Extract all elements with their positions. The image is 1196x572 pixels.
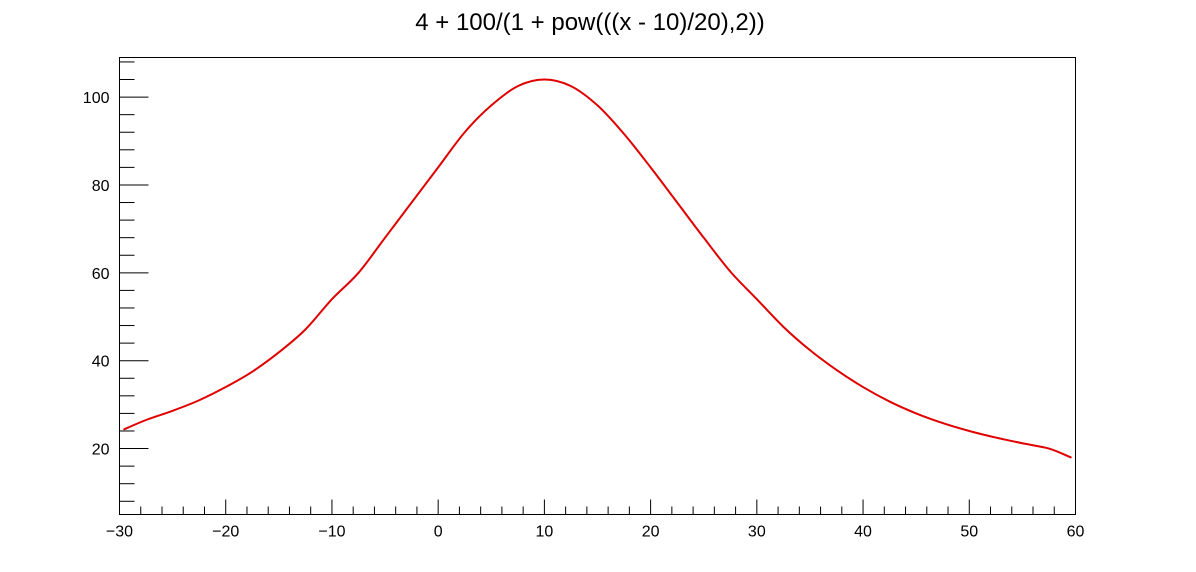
x-tick-label: 20: [642, 524, 660, 541]
x-tick-label: −30: [106, 524, 133, 541]
series-layer: [123, 78, 1072, 459]
x-axis: −30 −20 −10 0 10 20 30 40 50 60: [106, 499, 1085, 541]
y-tick-label: 20: [92, 442, 110, 459]
plot-frame: [119, 57, 1076, 515]
y-tick-label: 60: [92, 266, 110, 283]
x-tick-label: 50: [960, 524, 978, 541]
x-tick-label: 60: [1067, 524, 1085, 541]
x-tick-label: 0: [434, 524, 443, 541]
x-tick-label: 10: [535, 524, 553, 541]
chart-title: 4 + 100/(1 + pow(((x - 10)/20),2)): [415, 9, 764, 36]
series-line: [123, 78, 1072, 459]
x-tick-label: 40: [854, 524, 872, 541]
x-tick-label: 30: [748, 524, 766, 541]
y-tick-label: 100: [83, 90, 110, 107]
x-tick-label: −10: [318, 524, 345, 541]
y-tick-label: 80: [92, 178, 110, 195]
y-axis: 20 40 60 80 100: [83, 61, 149, 502]
x-tick-label: −20: [212, 524, 239, 541]
y-tick-label: 40: [92, 354, 110, 371]
